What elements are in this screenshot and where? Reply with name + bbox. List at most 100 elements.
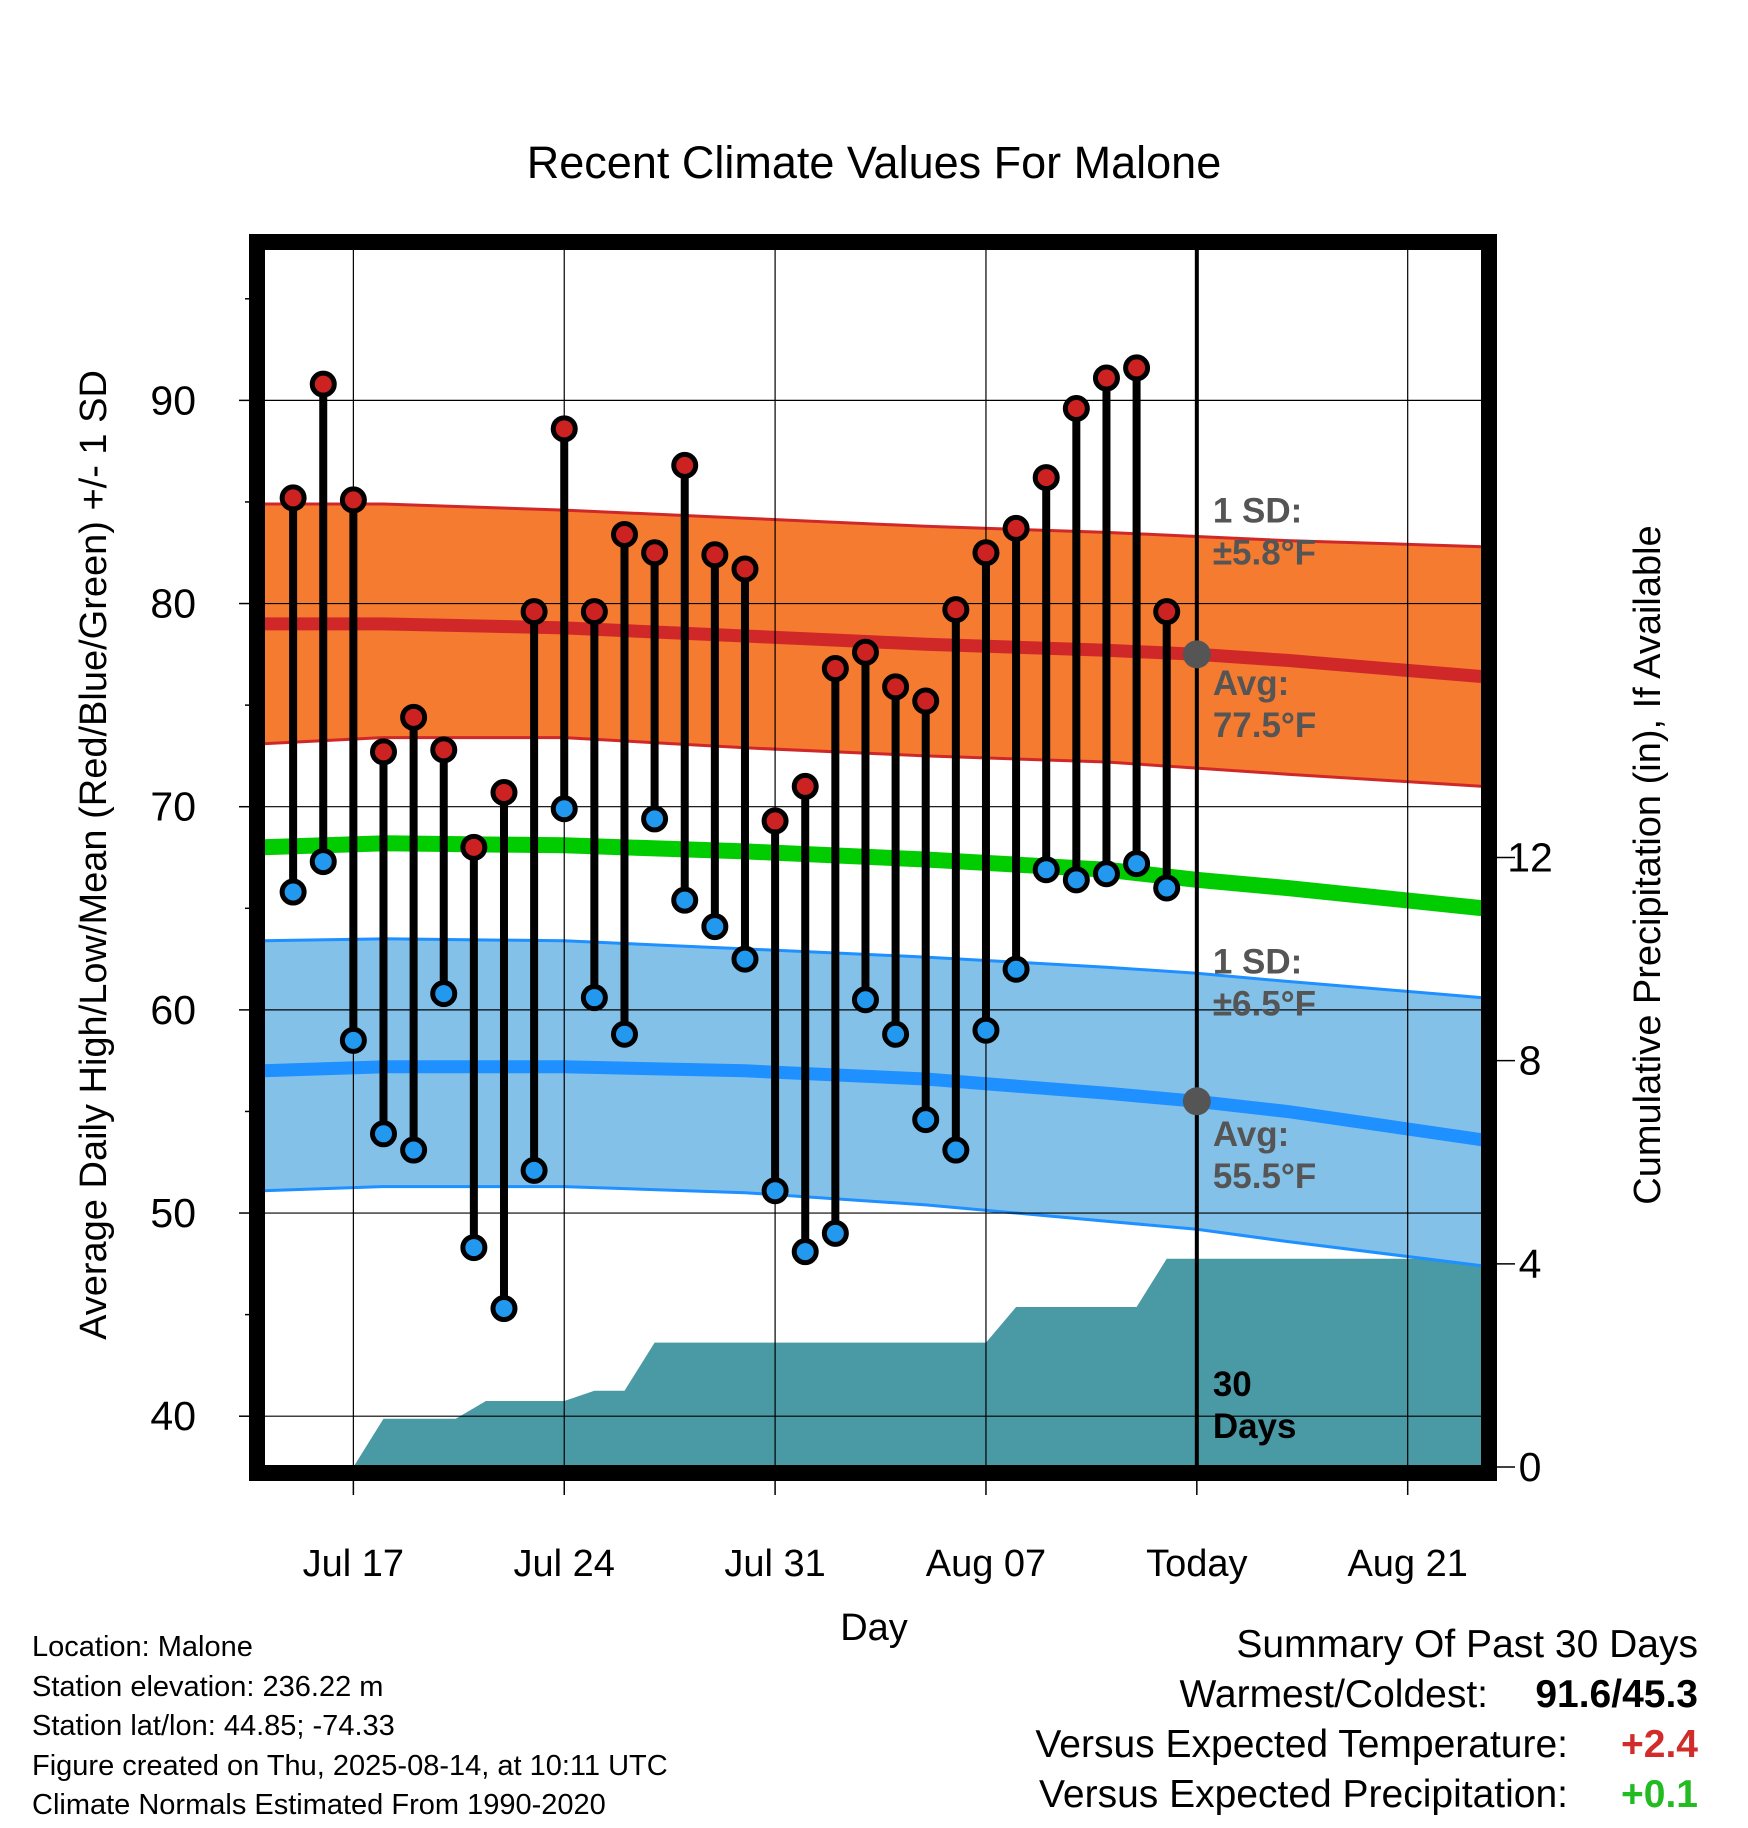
precip-area bbox=[353, 1258, 1483, 1467]
x-tick-label: Aug 07 bbox=[926, 1543, 1046, 1585]
low-temp-point bbox=[761, 1177, 789, 1205]
low-temp-point bbox=[309, 848, 337, 876]
days-annotation: 30 Days bbox=[1213, 1365, 1297, 1446]
low-temp-point bbox=[1062, 866, 1090, 894]
high-temp-point bbox=[912, 687, 940, 715]
normal-low-band-lower bbox=[263, 1185, 1483, 1268]
low-temp-point bbox=[550, 795, 578, 823]
low-avg-annotation: Avg: 55.5°F bbox=[1213, 1115, 1317, 1196]
y2-tick-label: 0 bbox=[1519, 1444, 1542, 1490]
low-temp-point bbox=[580, 984, 608, 1012]
low-temp-point bbox=[731, 945, 759, 973]
summary-temp-row: Versus Expected Temperature: +2.4 bbox=[1035, 1720, 1698, 1770]
high-temp-point bbox=[339, 486, 367, 514]
high-temp-point bbox=[279, 484, 307, 512]
info-latlon: Station lat/lon: 44.85; -74.33 bbox=[32, 1710, 395, 1742]
summary-temp-value: +2.4 bbox=[1621, 1723, 1698, 1766]
x-tick-label: Jul 31 bbox=[724, 1543, 825, 1585]
high-temp-point bbox=[791, 772, 819, 800]
high-temp-point bbox=[1153, 598, 1181, 626]
high-temp-point bbox=[942, 596, 970, 624]
x-tick-label: Jul 17 bbox=[303, 1543, 404, 1585]
high-temp-point bbox=[460, 833, 488, 861]
low-temp-point bbox=[1002, 955, 1030, 983]
low-temp-point bbox=[972, 1016, 1000, 1044]
low-temp-point bbox=[490, 1295, 518, 1323]
info-elevation: Station elevation: 236.22 m bbox=[32, 1670, 384, 1703]
high-sd-annotation: 1 SD: ±5.8°F bbox=[1213, 491, 1316, 572]
high-temp-point bbox=[580, 598, 608, 626]
high-temp-point bbox=[610, 520, 638, 548]
low-temp-point bbox=[671, 886, 699, 914]
low-temp-point bbox=[821, 1219, 849, 1247]
high-temp-point bbox=[1032, 464, 1060, 492]
summary-warmest-value: 91.6/45.3 bbox=[1535, 1673, 1698, 1716]
low-temp-point bbox=[851, 986, 879, 1014]
summary-precip-row: Versus Expected Precipitation: +0.1 bbox=[1035, 1770, 1698, 1820]
high-temp-point bbox=[761, 807, 789, 835]
normal-high-avg-line bbox=[263, 617, 1483, 684]
low-temp-point bbox=[942, 1136, 970, 1164]
info-normals: Climate Normals Estimated From 1990-2020 bbox=[32, 1789, 606, 1821]
low-temp-point bbox=[279, 878, 307, 906]
low-temp-point bbox=[339, 1026, 367, 1054]
high-temp-point bbox=[821, 655, 849, 683]
y-tick-label: 60 bbox=[150, 987, 196, 1033]
station-info: Location: Malone Station elevation: 236.… bbox=[32, 1628, 668, 1826]
low-sd-annotation: 1 SD: ±6.5°F bbox=[1213, 942, 1316, 1023]
x-tick-label: Jul 24 bbox=[514, 1543, 615, 1585]
low-temp-point bbox=[520, 1156, 548, 1184]
summary-warmest-row: Warmest/Coldest: 91.6/45.3 bbox=[1035, 1670, 1698, 1720]
low-temp-point bbox=[641, 805, 669, 833]
info-location: Location: Malone bbox=[32, 1631, 253, 1663]
x-axis-title: Day bbox=[840, 1607, 908, 1649]
high-temp-point bbox=[400, 703, 428, 731]
summary-warmest-label: Warmest/Coldest: bbox=[1179, 1673, 1488, 1716]
high-temp-point bbox=[641, 539, 669, 567]
high-temp-point bbox=[369, 738, 397, 766]
chart-title: Recent Climate Values For Malone bbox=[527, 137, 1221, 188]
high-temp-point bbox=[309, 370, 337, 398]
plot-frame bbox=[249, 234, 1497, 1481]
normal-low-band bbox=[263, 938, 1483, 1266]
summary-precip-value: +0.1 bbox=[1621, 1773, 1698, 1816]
high-temp-point bbox=[701, 541, 729, 569]
high-temp-point bbox=[520, 598, 548, 626]
high-temp-point bbox=[731, 555, 759, 583]
today-high-avg-marker bbox=[1182, 640, 1211, 669]
low-temp-point bbox=[430, 980, 458, 1008]
today-low-avg-marker bbox=[1182, 1087, 1211, 1116]
summary-precip-label: Versus Expected Precipitation: bbox=[1039, 1773, 1568, 1816]
summary-title: Summary Of Past 30 Days bbox=[1236, 1623, 1698, 1666]
high-temp-point bbox=[1123, 354, 1151, 382]
info-created: Figure created on Thu, 2025-08-14, at 10… bbox=[32, 1749, 668, 1782]
low-temp-point bbox=[1092, 860, 1120, 888]
high-temp-point bbox=[490, 778, 518, 806]
y-tick-label: 40 bbox=[150, 1393, 196, 1439]
y-tick-label: 70 bbox=[150, 784, 196, 830]
low-temp-point bbox=[882, 1020, 910, 1048]
x-tick-label: Today bbox=[1146, 1543, 1247, 1585]
summary-temp-label: Versus Expected Temperature: bbox=[1035, 1723, 1568, 1766]
low-temp-point bbox=[460, 1234, 488, 1262]
y-tick-label: 90 bbox=[150, 377, 196, 423]
y2-tick-label: 4 bbox=[1519, 1241, 1542, 1287]
low-temp-point bbox=[912, 1106, 940, 1134]
summary-panel: Summary Of Past 30 Days Warmest/Coldest:… bbox=[1035, 1620, 1698, 1820]
y-tick-label: 50 bbox=[150, 1190, 196, 1236]
high-temp-point bbox=[972, 539, 1000, 567]
high-temp-point bbox=[430, 736, 458, 764]
low-temp-point bbox=[701, 913, 729, 941]
high-temp-point bbox=[882, 673, 910, 701]
low-temp-point bbox=[1123, 850, 1151, 878]
low-temp-point bbox=[400, 1136, 428, 1164]
low-temp-point bbox=[791, 1238, 819, 1266]
y-axis-title: Average Daily High/Low/Mean (Red/Blue/Gr… bbox=[73, 370, 115, 1340]
high-temp-point bbox=[550, 415, 578, 443]
y2-tick-label: 8 bbox=[1519, 1038, 1542, 1084]
y-tick-label: 80 bbox=[150, 581, 196, 627]
normal-high-band-upper bbox=[263, 502, 1483, 549]
plot-area bbox=[263, 248, 1483, 1467]
y2-axis-title: Cumulative Precipitation (in), If Availa… bbox=[1627, 525, 1669, 1204]
